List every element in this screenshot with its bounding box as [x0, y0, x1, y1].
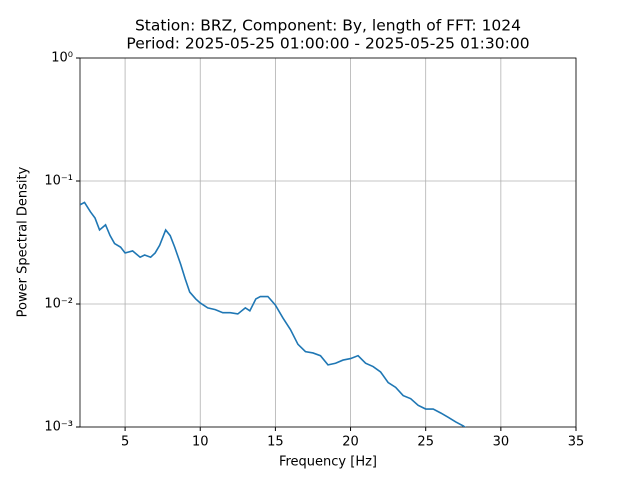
chart-subtitle: Period: 2025-05-25 01:00:00 - 2025-05-25… [126, 35, 529, 53]
plot-frame [79, 57, 577, 428]
x-tick-label: 20 [342, 435, 359, 450]
x-tick-label: 30 [493, 435, 510, 450]
y-tick-label: 10⁻³ [44, 420, 73, 435]
y-tick-label: 10⁰ [51, 51, 73, 66]
data-line [80, 201, 467, 427]
y-tick-label: 10⁻¹ [44, 174, 73, 189]
x-axis-label: Frequency [Hz] [279, 455, 377, 470]
x-tick-label: 10 [192, 435, 209, 450]
chart-title: Station: BRZ, Component: By, length of F… [135, 17, 521, 35]
x-tick-label: 25 [417, 435, 434, 450]
x-tick-label: 15 [267, 435, 284, 450]
y-tick-label: 10⁻² [44, 297, 73, 312]
x-tick-label: 5 [121, 435, 129, 450]
y-axis-label: Power Spectral Density [16, 166, 31, 317]
x-tick-label: 35 [568, 435, 585, 450]
